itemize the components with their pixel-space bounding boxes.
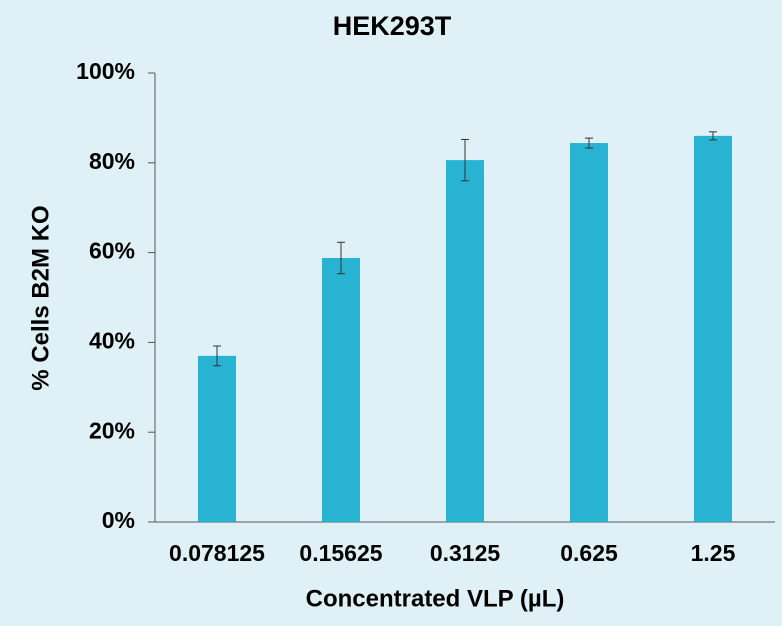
bar — [570, 143, 608, 522]
x-tick-label: 0.625 — [560, 540, 618, 566]
chart-title: HEK293T — [333, 11, 452, 41]
x-tick-label: 1.25 — [691, 540, 736, 566]
y-tick-label: 60% — [89, 238, 135, 264]
y-tick-label: 80% — [89, 148, 135, 174]
error-bar — [585, 137, 593, 149]
bar — [198, 355, 236, 522]
y-axis-label: % Cells B2M KO — [27, 205, 54, 390]
bar — [322, 257, 360, 522]
bar — [694, 135, 732, 523]
error-bar — [337, 241, 345, 275]
x-axis-label: Concentrated VLP (µL) — [306, 585, 565, 612]
error-bar — [461, 138, 469, 182]
y-tick-label: 0% — [102, 507, 135, 533]
bar — [446, 160, 484, 522]
error-bar — [213, 345, 221, 367]
x-tick-label: 0.3125 — [430, 540, 501, 566]
y-tick-label: 100% — [76, 58, 135, 84]
x-tick-label: 0.15625 — [299, 540, 382, 566]
y-tick-label: 20% — [89, 417, 135, 443]
y-tick-label: 40% — [89, 327, 135, 353]
x-tick-label: 0.078125 — [169, 540, 265, 566]
error-bar — [709, 131, 717, 141]
